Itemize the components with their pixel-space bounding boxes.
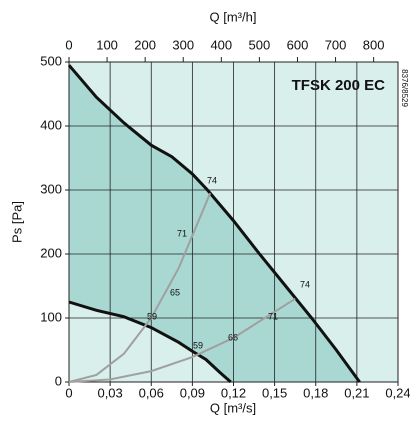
efficiency-label: 74 bbox=[207, 175, 217, 185]
y-tick-label: 300 bbox=[40, 181, 62, 196]
y-tick-label: 100 bbox=[40, 309, 62, 324]
x2-tick-label: 300 bbox=[172, 37, 194, 52]
x2-tick-label: 0 bbox=[65, 37, 72, 52]
x2-tick-label: 100 bbox=[96, 37, 118, 52]
curve bbox=[68, 300, 232, 384]
x2-tick-label: 400 bbox=[210, 37, 232, 52]
y-axis-title: Ps [Pa] bbox=[9, 201, 24, 243]
chart-title: TFSK 200 EC bbox=[292, 77, 386, 94]
y-tick-label: 200 bbox=[40, 245, 62, 260]
curve bbox=[68, 297, 296, 383]
operating-area bbox=[69, 65, 360, 382]
efficiency-label: 74 bbox=[300, 279, 310, 289]
x2-axis-title: Q [m³/h] bbox=[210, 9, 257, 24]
efficiency-label: 71 bbox=[268, 311, 278, 321]
y-tick-label: 400 bbox=[40, 117, 62, 132]
x-tick-label: 0,03 bbox=[97, 385, 122, 400]
x2-tick-label: 600 bbox=[287, 37, 309, 52]
code-label: 8376/8529 bbox=[400, 69, 409, 107]
x2-tick-label: 800 bbox=[363, 37, 385, 52]
curve bbox=[67, 64, 361, 383]
x-tick-label: 0,21 bbox=[344, 385, 369, 400]
efficiency-label: 66 bbox=[228, 332, 238, 342]
y-tick-label: 500 bbox=[40, 53, 62, 68]
x-axis-title: Q [m³/s] bbox=[210, 400, 256, 415]
efficiency-label: 59 bbox=[193, 340, 203, 350]
efficiency-label: 71 bbox=[177, 228, 187, 238]
x-tick-label: 0,15 bbox=[262, 385, 287, 400]
efficiency-label: 65 bbox=[170, 287, 180, 297]
efficiency-label: 59 bbox=[147, 311, 157, 321]
x-tick-label: 0,18 bbox=[303, 385, 328, 400]
x-tick-label: 0,06 bbox=[139, 385, 164, 400]
x2-tick-label: 500 bbox=[249, 37, 271, 52]
curve bbox=[68, 192, 212, 383]
x-tick-label: 0,24 bbox=[385, 385, 410, 400]
plot-frame bbox=[68, 61, 399, 383]
x2-tick-label: 700 bbox=[325, 37, 347, 52]
x-tick-label: 0,12 bbox=[221, 385, 246, 400]
x2-tick-label: 200 bbox=[134, 37, 156, 52]
x-tick-label: 0,09 bbox=[180, 385, 205, 400]
y-tick-label: 0 bbox=[55, 373, 62, 388]
x-tick-label: 0 bbox=[65, 385, 72, 400]
